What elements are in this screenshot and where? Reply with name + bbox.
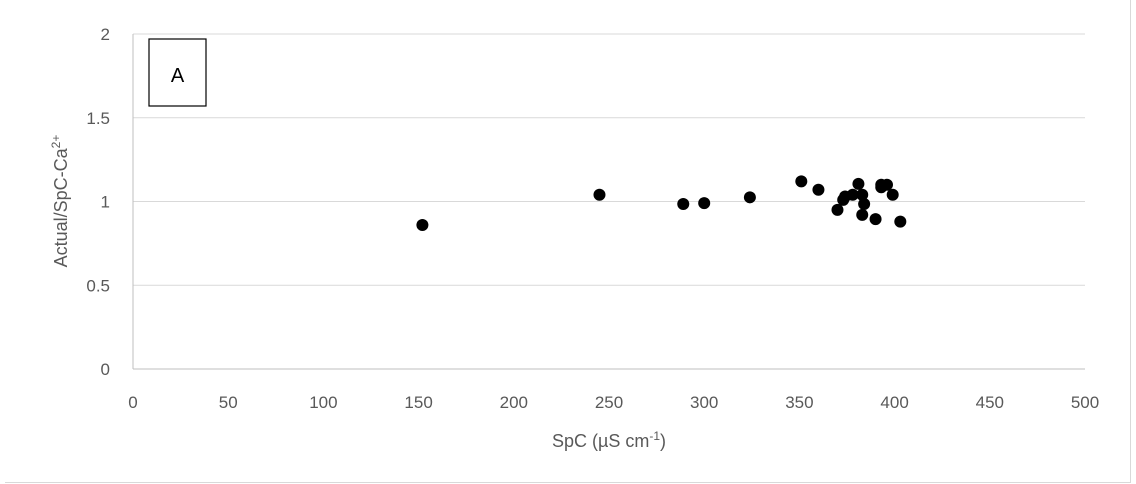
x-tick-label: 0 (128, 393, 137, 412)
x-tick-label: 200 (500, 393, 528, 412)
panel-label-box: A (148, 38, 207, 107)
data-point (858, 198, 871, 211)
data-point (698, 197, 711, 210)
y-tick-label: 0.5 (86, 276, 110, 295)
y-axis-label: Actual/SpC-Ca2+ (49, 135, 71, 268)
data-point (880, 178, 893, 191)
data-point (856, 188, 869, 201)
y-tick-label: 2 (101, 25, 110, 44)
x-tick-label: 300 (690, 393, 718, 412)
grid-lines (133, 33, 1085, 286)
data-point (416, 218, 429, 231)
x-tick-label: 400 (880, 393, 908, 412)
data-point (869, 213, 882, 226)
x-tick-label: 50 (219, 393, 238, 412)
y-tick-label: 0 (101, 360, 110, 379)
data-point (812, 183, 825, 196)
x-tick-label: 450 (976, 393, 1004, 412)
x-axis-label: SpC (µS cm-1) (552, 429, 666, 451)
x-tick-label: 500 (1071, 393, 1099, 412)
data-points (416, 175, 907, 231)
x-tick-label: 250 (595, 393, 623, 412)
data-point (894, 215, 907, 228)
y-axis-label-sup: 2+ (49, 135, 63, 149)
x-axis-label-sup: -1 (649, 429, 660, 443)
y-tick-label: 1.5 (86, 109, 110, 128)
data-point (677, 198, 690, 211)
panel-label: A (171, 65, 185, 87)
x-axis-label-end: ) (660, 431, 666, 451)
x-axis-label-base: SpC (µS cm (552, 431, 649, 451)
data-point (795, 175, 808, 188)
chart-frame (5, 0, 1131, 483)
axes (132, 34, 1085, 370)
data-point (831, 203, 844, 216)
data-point (856, 208, 869, 221)
tick-labels: 0 0.5 1 1.5 2 0 50 100 150 200 250 300 350 400 450 500 (86, 25, 1099, 412)
data-point (743, 191, 756, 204)
x-tick-label: 100 (309, 393, 337, 412)
y-axis-label-base: Actual/SpC-Ca (51, 147, 71, 267)
data-point (593, 188, 606, 201)
x-tick-label: 350 (785, 393, 813, 412)
y-tick-label: 1 (101, 193, 110, 212)
data-point (886, 188, 899, 201)
x-tick-label: 150 (404, 393, 432, 412)
data-point (846, 188, 859, 201)
data-point (852, 177, 865, 190)
